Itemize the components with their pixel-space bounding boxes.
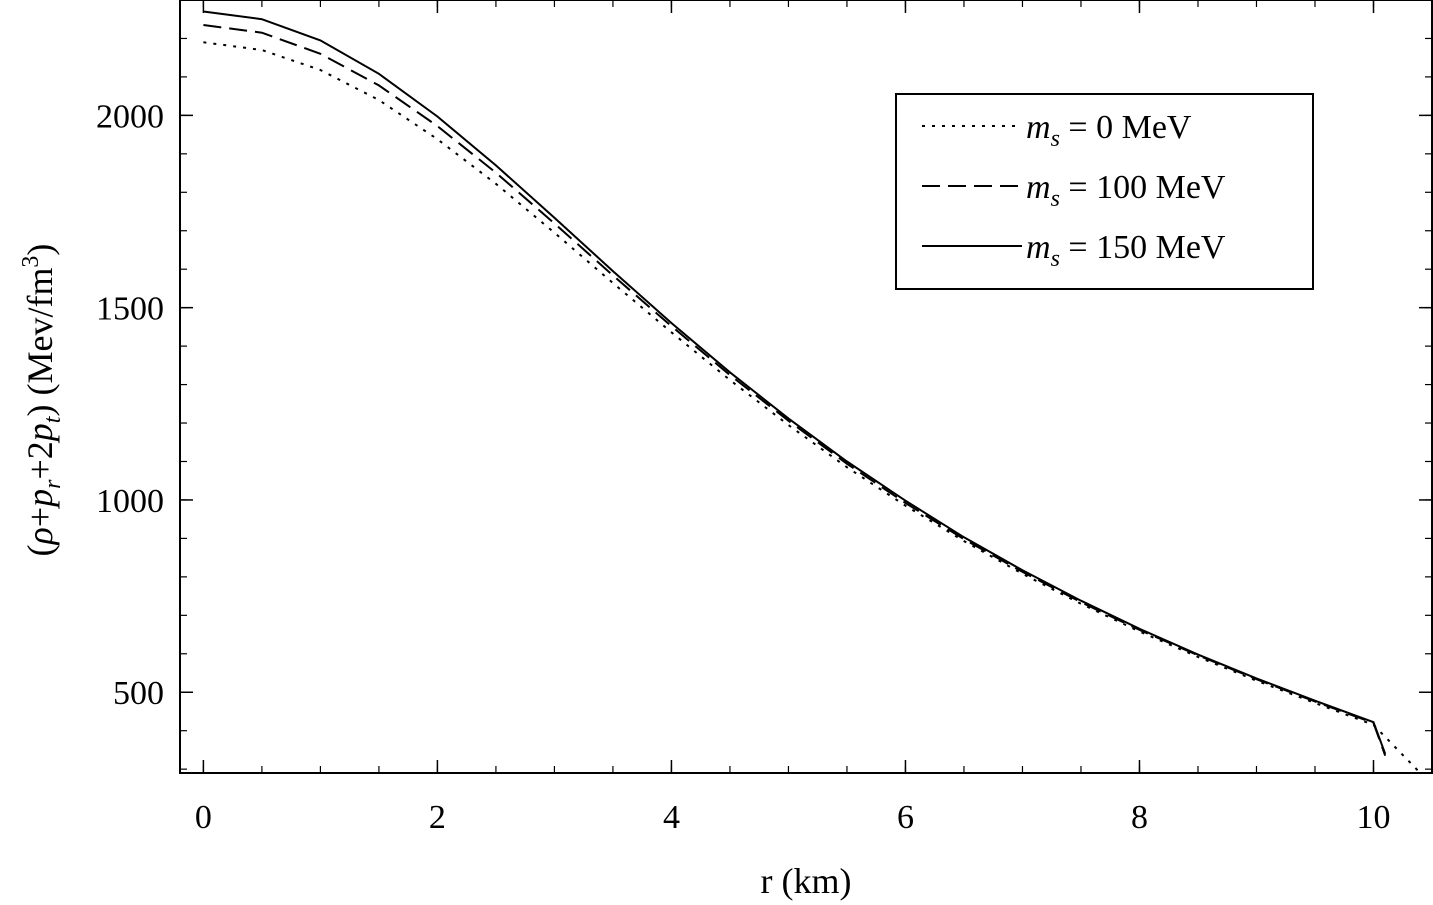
series-lines [203,10,1422,774]
y-tick-label: 1000 [96,483,164,520]
legend-label: ms = 100 MeV [1026,169,1226,212]
legend-items: ms = 0 MeV ms = 100 MeV ms = 150 MeV [922,109,1226,272]
plot-frame [179,0,1433,774]
x-tick-label: 6 [897,799,914,836]
series-line-solid [203,10,1387,755]
x-tick-label: 2 [429,799,446,836]
y-tick-label: 1500 [96,291,164,328]
y-axis-label: (ρ+pr+2pt) (Mev/fm3) [18,244,66,557]
x-tick-label: 4 [663,799,680,836]
x-tick-labels: 0 2 4 6 8 10 [195,799,1391,836]
major-ticks [180,0,1432,773]
x-tick-label: 8 [1131,799,1148,836]
legend-label: ms = 0 MeV [1026,109,1192,152]
series-line-dotted [203,41,1422,774]
y-tick-labels: 500 1000 1500 2000 [96,98,164,712]
legend-label: ms = 150 MeV [1026,229,1226,272]
legend: ms = 0 MeV ms = 100 MeV ms = 150 MeV [895,93,1314,290]
y-tick-label: 500 [113,675,164,712]
x-tick-label: 10 [1356,799,1390,836]
legend-box [895,93,1314,290]
y-tick-label: 2000 [96,98,164,135]
x-axis-label: r (km) [761,861,852,901]
x-tick-label: 0 [195,799,212,836]
